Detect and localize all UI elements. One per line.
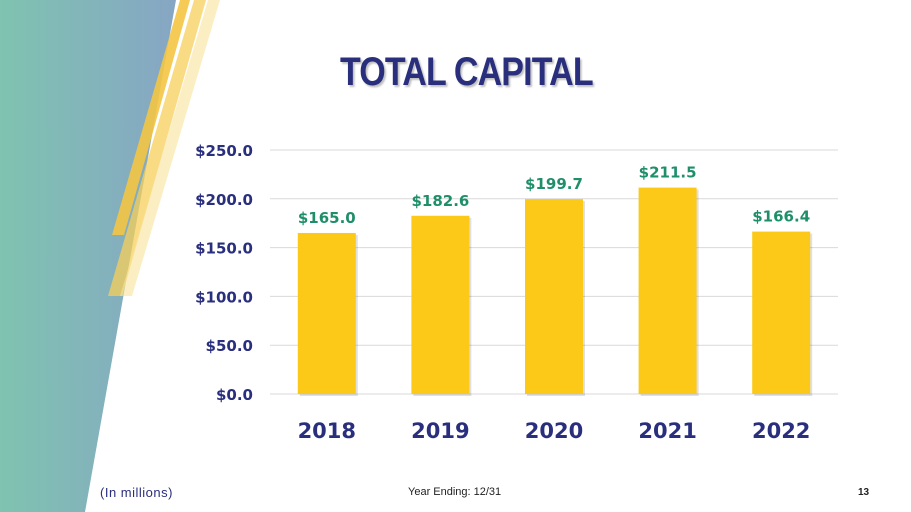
x-tick-label: 2020 <box>525 419 583 443</box>
x-tick-label: 2021 <box>638 419 696 443</box>
y-tick-label: $200.0 <box>195 191 253 209</box>
data-label: $165.0 <box>298 209 356 227</box>
year-ending-note: Year Ending: 12/31 <box>408 486 502 498</box>
yellow-stripe-3 <box>120 0 220 296</box>
data-labels: $165.0 $182.6 $199.7 $211.5 $166.4 <box>298 164 810 227</box>
y-tick-label: $250.0 <box>195 142 253 160</box>
x-tick-label: 2019 <box>411 419 469 443</box>
data-label: $211.5 <box>639 164 697 182</box>
data-label: $182.6 <box>411 192 469 210</box>
bar <box>638 187 697 394</box>
bar <box>297 232 356 394</box>
page-number: 13 <box>858 487 870 498</box>
data-label: $166.4 <box>752 208 810 226</box>
bars <box>297 187 813 396</box>
bar <box>411 215 470 394</box>
units-note: (In millions) <box>100 485 173 500</box>
bar <box>752 231 811 394</box>
y-tick-label: $100.0 <box>195 288 253 306</box>
yellow-stripe-2 <box>108 0 206 296</box>
y-tick-label: $150.0 <box>195 240 253 258</box>
bar <box>525 199 583 394</box>
yellow-stripe-1 <box>112 0 190 235</box>
y-tick-label: $0.0 <box>216 386 253 404</box>
x-axis-tick-labels: 2018 2019 2020 2021 2022 <box>298 419 811 443</box>
slide-title: TOTAL CAPITAL <box>340 50 594 94</box>
x-tick-label: 2022 <box>752 419 810 443</box>
y-axis-tick-labels: $0.0 $50.0 $100.0 $150.0 $200.0 $250.0 <box>195 142 253 404</box>
data-label: $199.7 <box>525 175 583 193</box>
teal-side-panel <box>0 0 176 512</box>
x-tick-label: 2018 <box>298 419 356 443</box>
y-tick-label: $50.0 <box>206 337 253 355</box>
